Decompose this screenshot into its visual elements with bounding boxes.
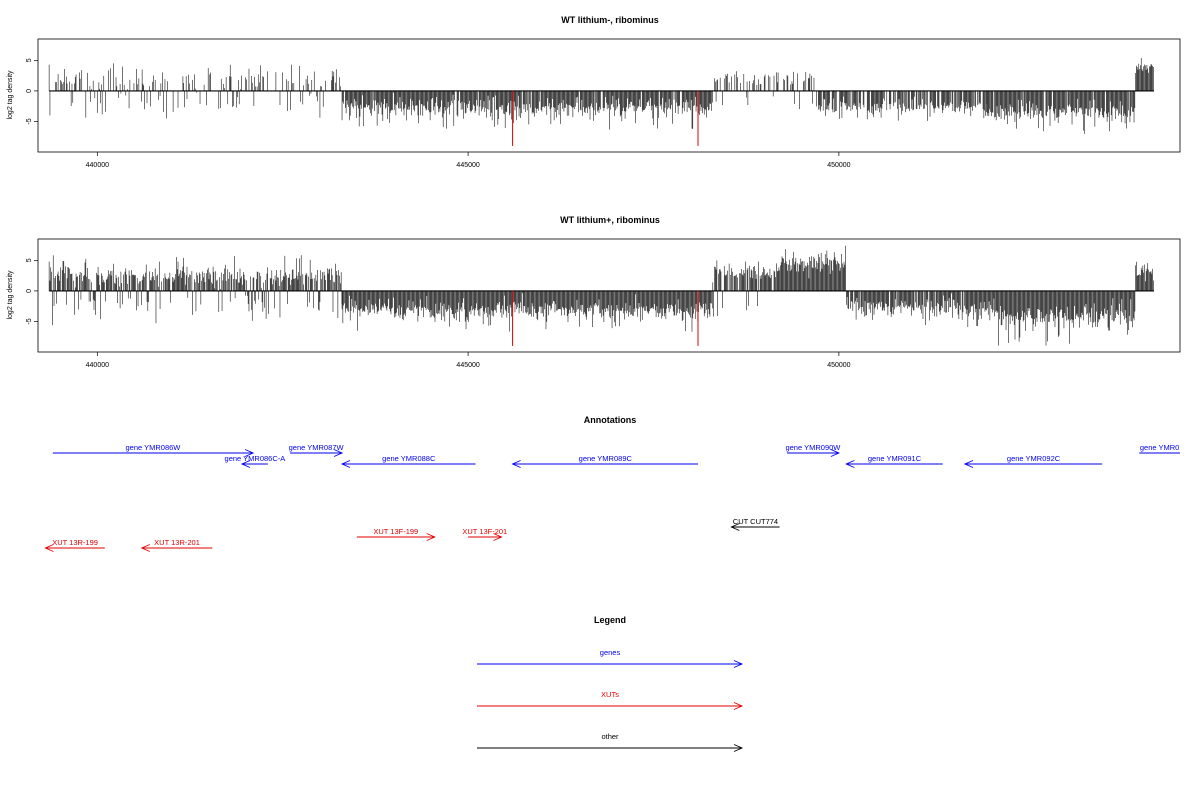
legend-items: genes XUTs other <box>477 648 744 752</box>
arrowhead <box>730 523 740 531</box>
annotation-feature: gene YMR090W <box>785 443 841 457</box>
legend-arrowhead <box>733 660 744 668</box>
annotations-title: Annotations <box>584 415 637 425</box>
annotation-feature: gene YMR088C <box>340 454 476 468</box>
y-tick-label: 0 <box>26 289 33 293</box>
panel-title: WT lithium+, ribominus <box>560 215 660 225</box>
annotation-feature: gene YMR092C <box>963 454 1103 468</box>
legend-item: other <box>477 732 744 752</box>
feature-label: gene YMR086C-A <box>225 454 286 463</box>
annotation-feature: XUT 13F-199 <box>356 527 436 541</box>
arrowhead <box>340 460 351 468</box>
y-tick-label: 0 <box>26 89 33 93</box>
x-tick-label: 445000 <box>456 362 479 369</box>
coverage-bars <box>48 57 1155 146</box>
arrowhead <box>493 533 503 541</box>
legend-arrowhead <box>733 744 744 752</box>
panel-title: WT lithium-, ribominus <box>561 15 659 25</box>
legend-label: other <box>601 732 619 741</box>
x-tick-label: 440000 <box>86 362 109 369</box>
feature-label: gene YMR090W <box>785 443 841 452</box>
legend-item: XUTs <box>477 690 744 710</box>
legend-item: genes <box>477 648 744 668</box>
annotation-feature: XUT 13R-199 <box>44 538 105 552</box>
coverage-bars <box>48 245 1155 346</box>
arrowhead <box>240 460 251 468</box>
annotation-feature: XUT 13F-201 <box>462 527 507 541</box>
y-axis-label: log2 tag density <box>7 270 14 320</box>
feature-label: gene YMR088C <box>382 454 436 463</box>
coverage-panel-lithium-plus: WT lithium+, ribominus log2 tag density … <box>7 215 1181 369</box>
annotation-feature: CUT CUT774 <box>730 517 780 531</box>
annotation-feature: gene YMR086W <box>52 443 255 457</box>
feature-label: gene YMR086W <box>125 443 181 452</box>
feature-label: gene YMR0 <box>1140 443 1179 452</box>
feature-label: XUT 13R-199 <box>52 538 98 547</box>
plot-frame <box>37 238 1181 353</box>
arrowhead <box>511 460 521 468</box>
arrowhead <box>244 449 255 457</box>
annotation-feature: gene YMR089C <box>511 454 698 468</box>
annotation-feature: gene YMR0 <box>1139 443 1180 454</box>
x-tick-label: 450000 <box>827 162 850 169</box>
y-tick-label: 5 <box>26 58 33 62</box>
annotation-feature: gene YMR091C <box>845 454 943 468</box>
x-tick-label: 445000 <box>456 162 479 169</box>
y-axis-label: log2 tag density <box>7 70 14 120</box>
legend-title: Legend <box>594 615 626 625</box>
arrowhead <box>963 460 974 468</box>
feature-label: CUT CUT774 <box>733 517 778 526</box>
x-tick-label: 440000 <box>86 162 109 169</box>
legend-arrowhead <box>733 702 744 710</box>
x-tick-label: 450000 <box>827 362 850 369</box>
coverage-panel-lithium-minus: WT lithium-, ribominus log2 tag density … <box>7 15 1181 169</box>
plot-frame <box>37 38 1181 153</box>
legend-label: XUTs <box>601 690 619 699</box>
arrowhead <box>333 449 344 457</box>
legend: Legend genes XUTs other <box>477 615 744 752</box>
arrowhead <box>426 533 436 541</box>
arrowhead <box>140 544 150 552</box>
feature-label: XUT 13F-199 <box>373 527 418 536</box>
arrowhead <box>44 544 54 552</box>
feature-label: gene YMR087W <box>289 443 345 452</box>
annotation-feature: gene YMR087W <box>289 443 345 457</box>
y-tick-label: -5 <box>26 118 33 124</box>
axis-ticks: 440000 445000 450000 5 0 -5 <box>26 258 851 369</box>
arrowhead <box>845 460 855 468</box>
legend-label: genes <box>600 648 621 657</box>
feature-label: gene YMR092C <box>1007 454 1061 463</box>
y-tick-label: -5 <box>26 318 33 324</box>
arrowhead <box>830 449 841 457</box>
feature-label: gene YMR089C <box>579 454 633 463</box>
annotation-feature: XUT 13R-201 <box>140 538 213 552</box>
feature-label: XUT 13R-201 <box>154 538 200 547</box>
feature-label: gene YMR091C <box>868 454 922 463</box>
axis-ticks: 440000 445000 450000 5 0 -5 <box>26 58 851 169</box>
feature-label: XUT 13F-201 <box>462 527 507 536</box>
y-tick-label: 5 <box>26 258 33 262</box>
annotation-feature: gene YMR086C-A <box>225 454 286 468</box>
